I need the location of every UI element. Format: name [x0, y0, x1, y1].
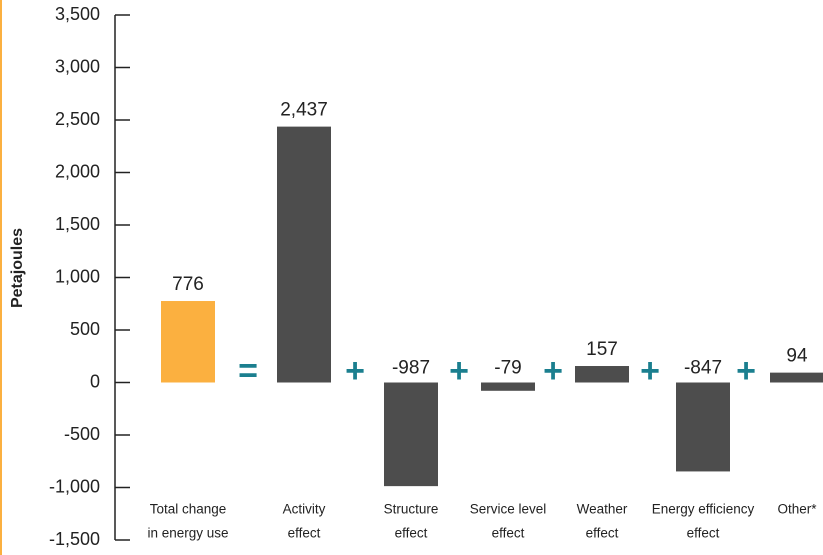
bar [770, 372, 823, 383]
x-tick-label: Weather [577, 502, 628, 517]
operator: + [345, 352, 365, 390]
x-tick-label: Activity [283, 502, 326, 517]
y-tick-label: 2,500 [55, 109, 100, 129]
x-tick-label: effect [492, 526, 525, 541]
value-label: 2,437 [280, 100, 328, 121]
x-tick-label: in energy use [147, 526, 228, 541]
y-tick-label: -500 [64, 424, 100, 444]
bar [481, 382, 535, 391]
value-label: 94 [786, 346, 808, 367]
x-tick-label: Total change [150, 502, 227, 517]
bar [277, 126, 331, 383]
value-label: 776 [172, 274, 204, 295]
y-tick-label: 3,000 [55, 56, 100, 76]
operator: = [238, 352, 258, 390]
x-tick-label: effect [395, 526, 428, 541]
y-tick-label: 1,500 [55, 214, 100, 234]
x-tick-label: effect [288, 526, 321, 541]
y-tick-label: 3,500 [55, 4, 100, 24]
bar [575, 366, 629, 383]
bar [384, 382, 438, 487]
operator: + [543, 352, 563, 390]
y-tick-label: 2,000 [55, 161, 100, 181]
bar [676, 382, 730, 472]
operator: + [640, 352, 660, 390]
y-tick-label: -1,500 [49, 529, 100, 549]
y-tick-label: 1,000 [55, 266, 100, 286]
value-label: -79 [494, 358, 521, 379]
y-tick-label: 500 [70, 319, 100, 339]
x-tick-label: effect [687, 526, 720, 541]
x-tick-label: Energy efficiency [652, 502, 755, 517]
x-tick-label: Structure [384, 502, 439, 517]
x-tick-label: effect [586, 526, 619, 541]
y-tick-label: 0 [90, 371, 100, 391]
x-tick-label: Other* [777, 502, 817, 517]
operator: + [736, 352, 756, 390]
x-tick-label: Service level [470, 502, 547, 517]
value-label: -987 [392, 358, 430, 379]
value-label: 157 [586, 339, 618, 360]
bar [161, 301, 215, 383]
y-axis-label: Petajoules [9, 228, 26, 308]
operator: + [449, 352, 469, 390]
y-tick-label: -1,000 [49, 476, 100, 496]
value-label: -847 [684, 358, 722, 379]
